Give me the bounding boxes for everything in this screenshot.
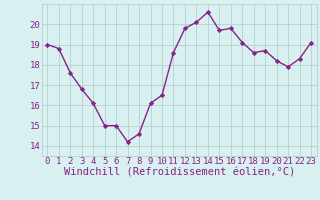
X-axis label: Windchill (Refroidissement éolien,°C): Windchill (Refroidissement éolien,°C) xyxy=(64,168,295,178)
